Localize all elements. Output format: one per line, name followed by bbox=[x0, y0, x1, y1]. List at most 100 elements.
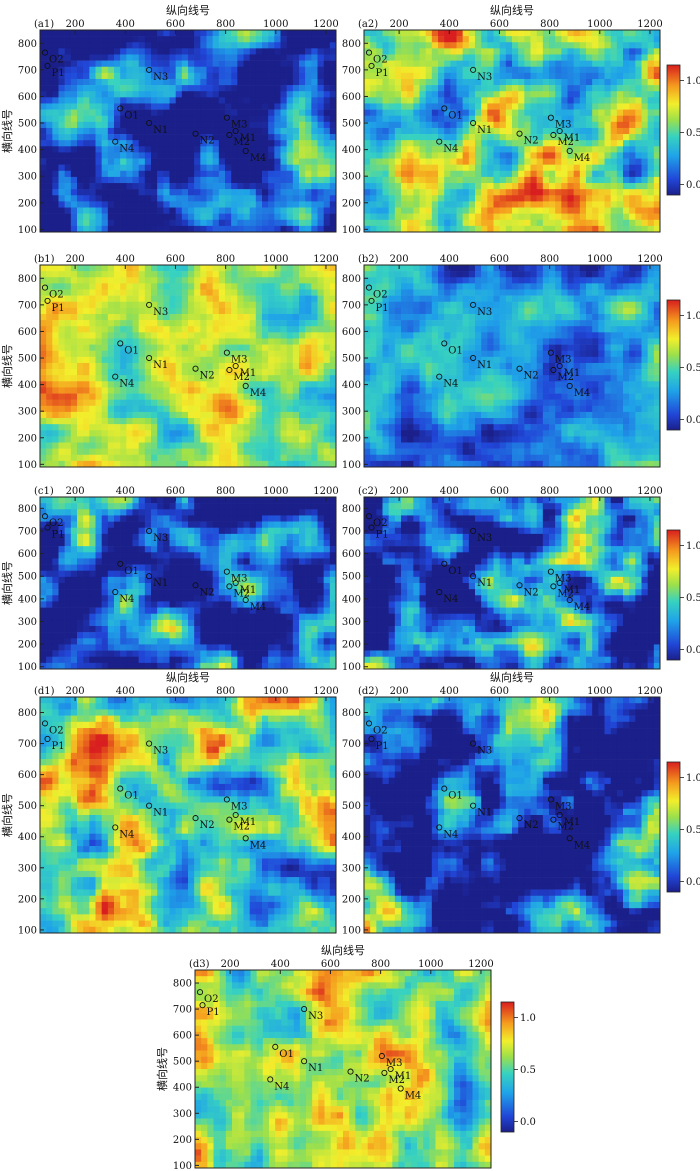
heatmap-cell bbox=[218, 436, 226, 443]
heatmap-cell bbox=[305, 66, 312, 74]
well-marker bbox=[470, 119, 477, 127]
heatmap-cell bbox=[151, 78, 158, 86]
heatmap-cell bbox=[77, 283, 84, 290]
heatmap-cell bbox=[592, 265, 599, 272]
heatmap-cell bbox=[542, 42, 550, 49]
heatmap-cell bbox=[132, 430, 139, 437]
heatmap-cell bbox=[262, 225, 269, 233]
heatmap-cell bbox=[394, 85, 402, 92]
heatmap-cell bbox=[280, 164, 287, 172]
heatmap-cell bbox=[107, 164, 115, 172]
heatmap-cell bbox=[623, 158, 630, 165]
heatmap-cell bbox=[518, 121, 525, 129]
heatmap-cell bbox=[138, 430, 146, 437]
heatmap-cell bbox=[169, 189, 176, 196]
heatmap-cell bbox=[518, 30, 525, 37]
heatmap-cell bbox=[70, 115, 78, 123]
heatmap-cell bbox=[635, 146, 642, 153]
heatmap-cell bbox=[64, 72, 72, 80]
heatmap-cell bbox=[169, 219, 176, 227]
heatmap-cell bbox=[407, 265, 414, 272]
heatmap-cell bbox=[169, 164, 176, 172]
heatmap-cell bbox=[120, 97, 127, 104]
heatmap-cell bbox=[83, 134, 90, 141]
heatmap-cell bbox=[647, 103, 655, 110]
heatmap-cell bbox=[425, 213, 433, 221]
heatmap-cell bbox=[647, 115, 655, 123]
heatmap-cell bbox=[77, 313, 84, 321]
heatmap-cell bbox=[46, 405, 53, 413]
heatmap-cell bbox=[52, 265, 59, 272]
heatmap-cell bbox=[181, 381, 189, 388]
heatmap-cell bbox=[70, 362, 78, 370]
heatmap-cell bbox=[58, 115, 65, 123]
heatmap-cell bbox=[311, 277, 318, 284]
heatmap-cell bbox=[77, 356, 84, 364]
heatmap-cell bbox=[274, 381, 281, 388]
heatmap-cell bbox=[255, 170, 263, 178]
heatmap-cell bbox=[231, 30, 238, 37]
heatmap-cell bbox=[376, 176, 383, 184]
heatmap-cell bbox=[107, 54, 115, 61]
heatmap-cell bbox=[610, 158, 618, 165]
heatmap-cell bbox=[586, 36, 593, 43]
heatmap-cell bbox=[419, 271, 426, 278]
heatmap-cell bbox=[299, 460, 306, 468]
heatmap-cell bbox=[425, 219, 433, 227]
heatmap-cell bbox=[40, 362, 47, 370]
heatmap-cell bbox=[218, 387, 226, 394]
heatmap-cell bbox=[40, 454, 47, 462]
heatmap-cell bbox=[505, 121, 513, 129]
heatmap-cell bbox=[274, 350, 281, 358]
heatmap-cell bbox=[382, 207, 389, 214]
heatmap-cell bbox=[274, 460, 281, 468]
heatmap-cell bbox=[262, 387, 269, 394]
heatmap-cell bbox=[299, 127, 306, 135]
heatmap-cell bbox=[542, 195, 550, 202]
heatmap-cell bbox=[311, 442, 318, 449]
heatmap-cell bbox=[586, 66, 593, 74]
heatmap-cell bbox=[268, 121, 275, 129]
heatmap-cell bbox=[107, 350, 115, 358]
heatmap-cell bbox=[317, 189, 324, 196]
heatmap-cell bbox=[46, 430, 53, 437]
heatmap-cell bbox=[629, 72, 636, 80]
heatmap-cell bbox=[561, 66, 568, 74]
heatmap-cell bbox=[255, 283, 263, 290]
heatmap-cell bbox=[623, 103, 630, 110]
heatmap-cell bbox=[200, 36, 207, 43]
heatmap-cell bbox=[144, 146, 152, 153]
heatmap-cell bbox=[419, 103, 426, 110]
heatmap-cell bbox=[169, 109, 176, 116]
heatmap-cell bbox=[299, 393, 306, 400]
heatmap-cell bbox=[292, 60, 300, 68]
heatmap-cell bbox=[542, 265, 550, 272]
heatmap-cell bbox=[481, 103, 488, 110]
heatmap-cell bbox=[188, 103, 195, 110]
heatmap-cell bbox=[157, 30, 164, 37]
heatmap-cell bbox=[450, 146, 457, 153]
heatmap-cell bbox=[573, 176, 581, 184]
heatmap-cell bbox=[512, 189, 519, 196]
heatmap-cell bbox=[126, 448, 133, 456]
heatmap-cell bbox=[329, 146, 337, 153]
heatmap-cell bbox=[138, 134, 146, 141]
y-tick-label: 800 bbox=[18, 39, 37, 50]
heatmap-cell bbox=[64, 283, 72, 290]
heatmap-cell bbox=[107, 78, 115, 86]
heatmap-cell bbox=[573, 265, 581, 272]
heatmap-cell bbox=[573, 121, 581, 129]
heatmap-cell bbox=[475, 134, 482, 141]
heatmap-cell bbox=[101, 265, 109, 272]
heatmap-cell bbox=[237, 265, 244, 272]
heatmap-cell bbox=[194, 454, 201, 462]
heatmap-cell bbox=[475, 30, 482, 37]
heatmap-cell bbox=[329, 164, 337, 172]
heatmap-cell bbox=[505, 115, 513, 123]
heatmap-cell bbox=[456, 213, 463, 221]
heatmap-cell bbox=[401, 225, 408, 233]
heatmap-cell bbox=[95, 109, 102, 116]
heatmap-cell bbox=[317, 399, 324, 407]
heatmap-cell bbox=[212, 362, 220, 370]
heatmap-cell bbox=[83, 277, 90, 284]
